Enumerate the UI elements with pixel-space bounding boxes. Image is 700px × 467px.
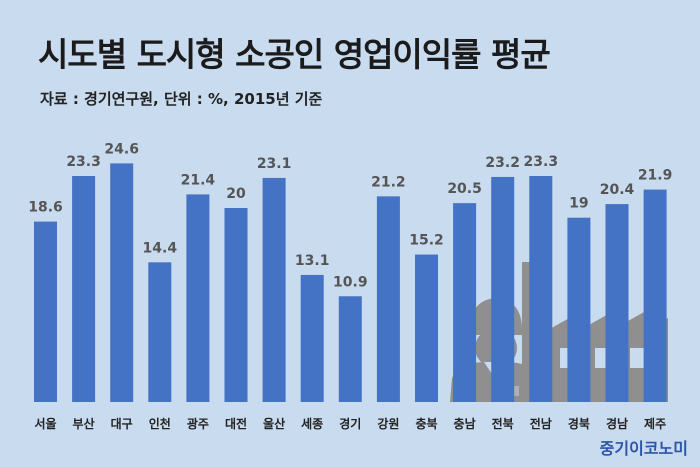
category-label: 강원 (377, 417, 399, 431)
bar-충북 (415, 254, 438, 402)
value-label: 20 (226, 186, 246, 202)
bar-울산 (262, 177, 286, 402)
category-label: 충북 (415, 416, 437, 431)
category-label: 전남 (530, 416, 552, 431)
bar-전남 (529, 175, 553, 402)
bar-경북 (567, 217, 591, 402)
category-label: 대구 (111, 417, 133, 431)
category-labels-group: 서울 부산 대구 인천 광주 대전 울산 세종 경기 강원 충북 충남 전북 전남 경북 경남 제주 (34, 416, 666, 431)
category-label: 경기 (339, 416, 361, 431)
bar-부산 (72, 175, 96, 402)
bar-인천 (148, 262, 172, 402)
value-label: 13.1 (295, 253, 330, 269)
category-label: 충남 (454, 416, 476, 431)
value-label: 15.2 (409, 233, 444, 249)
brand-logo: 중기이코노미 (599, 439, 688, 458)
category-label: 세종 (301, 416, 323, 431)
value-label: 23.2 (485, 155, 520, 171)
bar-세종 (300, 274, 324, 402)
value-label: 23.3 (66, 154, 101, 170)
bar-전북 (491, 176, 515, 402)
value-label: 23.1 (257, 156, 292, 172)
value-label: 10.9 (333, 274, 368, 290)
bar-광주 (186, 194, 210, 402)
category-label: 대전 (225, 416, 247, 431)
bar-서울 (34, 221, 57, 402)
value-label: 21.4 (181, 172, 216, 188)
category-label: 경남 (606, 416, 628, 431)
category-label: 광주 (187, 416, 209, 431)
category-label: 서울 (34, 416, 56, 431)
worker-and-factory-icon (450, 262, 668, 402)
bar-대전 (224, 208, 248, 402)
category-label: 경북 (568, 417, 590, 431)
bar-충남 (453, 203, 477, 402)
source-note: 자료 : 경기연구원, 단위 : %, 2015년 기준 (40, 90, 323, 108)
bar-강원 (376, 196, 400, 402)
bar-제주 (643, 189, 667, 402)
value-label: 18.6 (28, 200, 63, 216)
category-label: 부산 (73, 416, 95, 431)
value-label: 21.9 (638, 168, 673, 184)
value-label: 14.4 (143, 240, 178, 256)
bar-경남 (605, 204, 629, 402)
page-title: 시도별 도시형 소공인 영업이익률 평균 (38, 35, 551, 74)
value-label: 20.5 (447, 181, 482, 197)
value-label: 23.3 (524, 154, 559, 170)
category-label: 전북 (492, 416, 514, 431)
category-label: 울산 (263, 416, 285, 431)
value-label: 20.4 (600, 182, 635, 198)
value-labels-group: 18.623.324.614.421.42023.113.110.921.215… (28, 141, 672, 290)
value-label: 24.6 (104, 141, 139, 157)
value-label: 19 (569, 196, 588, 212)
bars-group (34, 163, 667, 402)
category-label: 제주 (644, 417, 666, 431)
bar-대구 (110, 163, 134, 402)
value-label: 21.2 (371, 174, 406, 190)
category-label: 인천 (149, 416, 171, 431)
bar-경기 (338, 296, 362, 402)
